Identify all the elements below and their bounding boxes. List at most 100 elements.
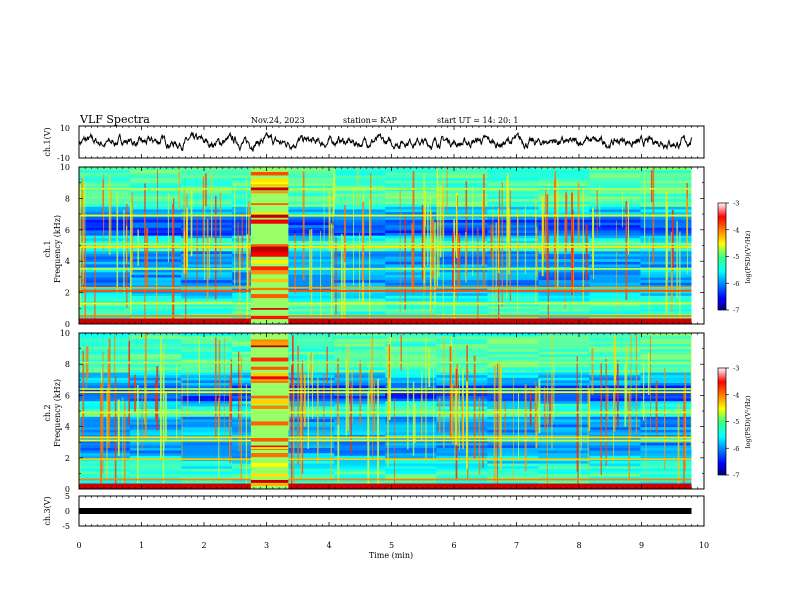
spectrum-cell [181,303,233,307]
spectrum-cell [589,167,642,171]
spectrum-cell [538,292,591,296]
spectrum-cell [130,229,182,234]
spectrum-cell [130,224,182,228]
sferic-streak [206,218,209,300]
spectrum-cell [130,250,182,254]
spectrum-cell [385,455,437,459]
spectrum-cell [487,292,539,296]
spectrum-cell [640,431,693,435]
spectrum-cell [181,463,233,467]
spectrum-cell [130,297,182,302]
spectrum-cell [181,366,233,370]
spectrum-cell [334,442,386,446]
spectrum-cell [436,465,488,469]
spectrum-cell [130,255,182,260]
spectrum-cell [130,429,182,433]
spec2-ylabel-frequency: Frequency (kHz) [53,379,62,447]
sferic-streak [117,399,120,457]
spectrum-cell [385,224,437,228]
spectrum-cell [487,201,539,205]
spectrum-cell [283,182,335,186]
spectrum-cell [283,382,335,386]
spectrum-cell [487,274,539,278]
sferic-streak [159,337,162,459]
spectrum-cell [640,408,693,412]
spectrum-cell [487,470,539,474]
frequency-tick-label: 6 [65,391,70,400]
spectrum-cell [538,346,591,350]
spectrum-cell [487,253,539,257]
spectrum-cell [79,219,131,223]
spectrum-cell [538,353,591,357]
spectrum-cell [589,211,642,215]
sferic-streak [204,173,207,207]
spectrum-cell [79,261,131,265]
spectrum-cell [334,470,386,474]
sferic-streak [573,225,575,306]
spectrum-cell [436,297,488,302]
burst-band [250,266,289,271]
spectrum-cell [487,403,539,407]
spectrum-cell [181,364,233,368]
spectrum-cell [436,211,488,215]
sferic-streak [351,368,353,423]
spectrum-cell [538,379,591,383]
spectrum-cell [640,403,693,407]
sferic-streak [185,227,187,324]
spectrum-cell [130,343,182,347]
sferic-streak [116,191,119,293]
sferic-streak [492,199,494,286]
sferic-streak [114,333,116,374]
spectrum-cell [130,248,182,252]
sferic-streak [506,177,508,299]
spectrum-cell [538,276,591,281]
spectrum-cell [181,395,233,399]
sferic-streak [546,194,549,284]
spectrum-cell [334,211,386,215]
spectrum-cell [487,216,539,220]
spectrum-cell [283,346,335,350]
spectrum-cell [181,434,233,438]
spectrum-cell [79,392,131,396]
spectrum-cell [79,447,131,451]
spectrum-cell [181,208,233,213]
spectrum-cell [79,431,131,435]
spectrum-cell [283,398,335,402]
sferic-streak [345,358,348,436]
spectrum-cell [79,369,131,373]
spectrum-cell [334,340,386,344]
spectrum-cell [283,418,335,422]
spectrum-cell [181,473,233,477]
spectrum-cell [181,379,233,383]
spectrum-cell [487,374,539,378]
spectrum-cell [436,364,488,368]
spec2-colorbar-scale [717,367,727,476]
ch2-spectrogram-panel: ch.2 Frequency (kHz) 0 2 4 6 8 10 [43,329,705,494]
spectrum-cell [487,405,539,409]
spectrum-cell [334,338,386,342]
spectrum-cell [79,287,131,291]
spectrum-cell [130,418,182,422]
ch3-signal-band [79,508,692,514]
sferic-streak [317,378,319,464]
spectrum-cell [436,266,488,270]
spectrum-cell [436,206,488,210]
sferic-streak [146,227,149,287]
spectrum-cell [334,452,386,456]
sferic-streak [497,207,500,273]
spectrum-cell [283,295,335,299]
spectrum-cell [79,346,131,350]
sferic-streak [438,397,441,433]
spectrum-cell [538,398,591,402]
sferic-streak [579,382,581,483]
spectrum-cell [640,426,693,430]
spectrum-cell [79,208,131,213]
spectrum-cell [181,305,233,309]
sferic-streak [553,361,555,420]
spectrum-cell [334,201,386,205]
spectrum-cell [385,338,437,342]
spectrum-cell [436,282,488,286]
spectrum-cell [181,313,233,317]
spectrum-cell [283,263,335,268]
spectrum-cell [640,190,693,194]
